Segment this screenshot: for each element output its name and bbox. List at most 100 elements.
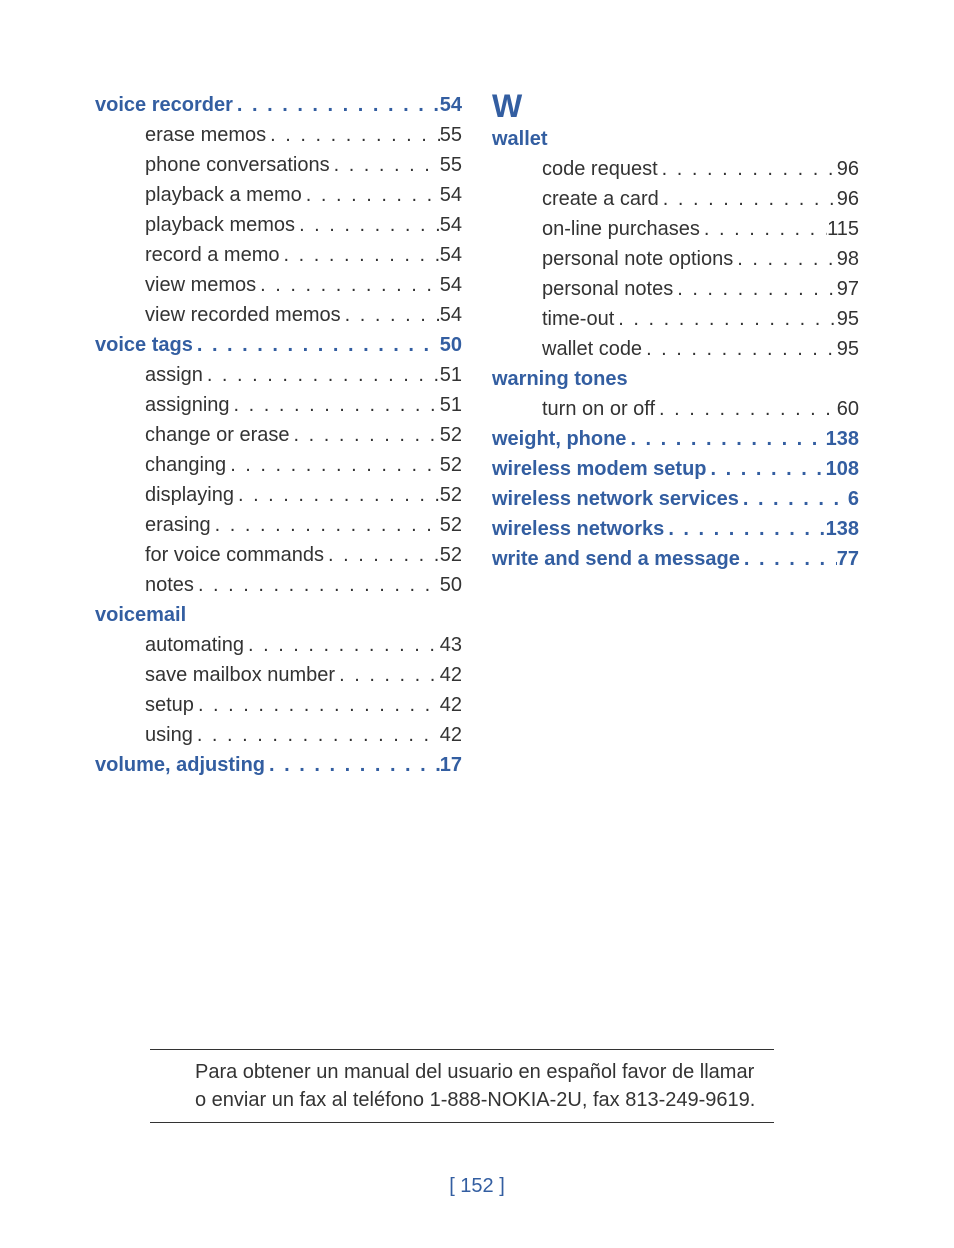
index-heading[interactable]: write and send a message77 <box>492 544 859 574</box>
entry-label: using <box>145 720 193 750</box>
entry-page-number: 52 <box>440 450 462 480</box>
index-subentry[interactable]: save mailbox number 42 <box>95 660 462 690</box>
entry-page-number: 115 <box>827 214 859 244</box>
leader-dots <box>266 120 440 150</box>
entry-label: turn on or off <box>542 394 655 424</box>
index-subentry[interactable]: personal notes97 <box>492 274 859 304</box>
index-subentry[interactable]: on-line purchases 115 <box>492 214 859 244</box>
index-subentry[interactable]: playback memos54 <box>95 210 462 240</box>
index-heading[interactable]: voicemail <box>95 600 462 630</box>
entry-page-number: 108 <box>826 454 859 484</box>
entry-page-number: 77 <box>837 544 859 574</box>
leader-dots <box>733 244 837 274</box>
entry-page-number: 54 <box>440 90 462 120</box>
index-subentry[interactable]: time-out95 <box>492 304 859 334</box>
entry-label: for voice commands <box>145 540 324 570</box>
entry-label: erase memos <box>145 120 266 150</box>
leader-dots <box>302 180 440 210</box>
entry-page-number: 54 <box>440 300 462 330</box>
index-heading[interactable]: wireless networks138 <box>492 514 859 544</box>
index-heading[interactable]: wallet <box>492 124 859 154</box>
index-subentry[interactable]: setup42 <box>95 690 462 720</box>
index-subentry[interactable]: erase memos55 <box>95 120 462 150</box>
leader-dots <box>707 454 826 484</box>
entry-label: record a memo <box>145 240 280 270</box>
leader-dots <box>673 274 837 304</box>
index-subentry[interactable]: displaying52 <box>95 480 462 510</box>
index-subentry[interactable]: assigning51 <box>95 390 462 420</box>
index-subentry[interactable]: automating43 <box>95 630 462 660</box>
leader-dots <box>211 510 440 540</box>
entry-page-number: 54 <box>440 210 462 240</box>
leader-dots <box>295 210 440 240</box>
index-subentry[interactable]: create a card96 <box>492 184 859 214</box>
leader-dots <box>203 360 440 390</box>
entry-label: volume, adjusting <box>95 750 265 780</box>
entry-label: displaying <box>145 480 234 510</box>
index-subentry[interactable]: notes50 <box>95 570 462 600</box>
right-column: Wwalletcode request 96create a card96on-l… <box>492 90 859 780</box>
entry-label: view recorded memos <box>145 300 341 330</box>
index-heading[interactable]: voice tags 50 <box>95 330 462 360</box>
leader-dots <box>740 544 837 574</box>
leader-dots <box>626 424 825 454</box>
entry-page-number: 50 <box>440 330 462 360</box>
section-letter: W <box>492 90 859 122</box>
index-subentry[interactable]: view recorded memos 54 <box>95 300 462 330</box>
entry-label: on-line purchases <box>542 214 700 244</box>
entry-page-number: 6 <box>848 484 859 514</box>
entry-page-number: 60 <box>837 394 859 424</box>
leader-dots <box>226 450 440 480</box>
entry-page-number: 97 <box>837 274 859 304</box>
page-number: [ 152 ] <box>0 1175 954 1198</box>
index-subentry[interactable]: playback a memo54 <box>95 180 462 210</box>
leader-dots <box>280 240 440 270</box>
leader-dots <box>642 334 837 364</box>
index-subentry[interactable]: changing52 <box>95 450 462 480</box>
entry-label: personal note options <box>542 244 733 274</box>
entry-label: view memos <box>145 270 256 300</box>
entry-label: code request <box>542 154 658 184</box>
leader-dots <box>230 390 440 420</box>
index-heading[interactable]: warning tones <box>492 364 859 394</box>
index-subentry[interactable]: view memos54 <box>95 270 462 300</box>
index-subentry[interactable]: erasing52 <box>95 510 462 540</box>
entry-page-number: 96 <box>837 154 859 184</box>
entry-label: wireless modem setup <box>492 454 707 484</box>
index-heading[interactable]: voice recorder54 <box>95 90 462 120</box>
index-heading[interactable]: volume, adjusting17 <box>95 750 462 780</box>
entry-label: assign <box>145 360 203 390</box>
leader-dots <box>659 184 837 214</box>
index-heading[interactable]: weight, phone138 <box>492 424 859 454</box>
entry-label: change or erase <box>145 420 290 450</box>
index-heading[interactable]: wireless network services6 <box>492 484 859 514</box>
leader-dots <box>614 304 837 334</box>
index-subentry[interactable]: phone conversations55 <box>95 150 462 180</box>
index-subentry[interactable]: wallet code95 <box>492 334 859 364</box>
entry-label: save mailbox number <box>145 660 335 690</box>
leader-dots <box>739 484 848 514</box>
index-subentry[interactable]: using 42 <box>95 720 462 750</box>
index-subentry[interactable]: record a memo 54 <box>95 240 462 270</box>
entry-page-number: 42 <box>440 660 462 690</box>
entry-label: playback a memo <box>145 180 302 210</box>
entry-page-number: 42 <box>440 720 462 750</box>
index-subentry[interactable]: personal note options98 <box>492 244 859 274</box>
index-subentry[interactable]: for voice commands52 <box>95 540 462 570</box>
entry-label: voice tags <box>95 330 193 360</box>
entry-label: notes <box>145 570 194 600</box>
entry-page-number: 138 <box>826 514 859 544</box>
entry-label: erasing <box>145 510 211 540</box>
leader-dots <box>256 270 440 300</box>
page-container: voice recorder54erase memos55phone conve… <box>0 0 954 1248</box>
entry-label: wallet code <box>542 334 642 364</box>
entry-label: create a card <box>542 184 659 214</box>
index-subentry[interactable]: code request 96 <box>492 154 859 184</box>
index-subentry[interactable]: assign51 <box>95 360 462 390</box>
index-heading[interactable]: wireless modem setup 108 <box>492 454 859 484</box>
entry-label: setup <box>145 690 194 720</box>
entry-page-number: 54 <box>440 240 462 270</box>
index-subentry[interactable]: change or erase52 <box>95 420 462 450</box>
entry-label: wallet <box>492 124 548 154</box>
index-subentry[interactable]: turn on or off 60 <box>492 394 859 424</box>
